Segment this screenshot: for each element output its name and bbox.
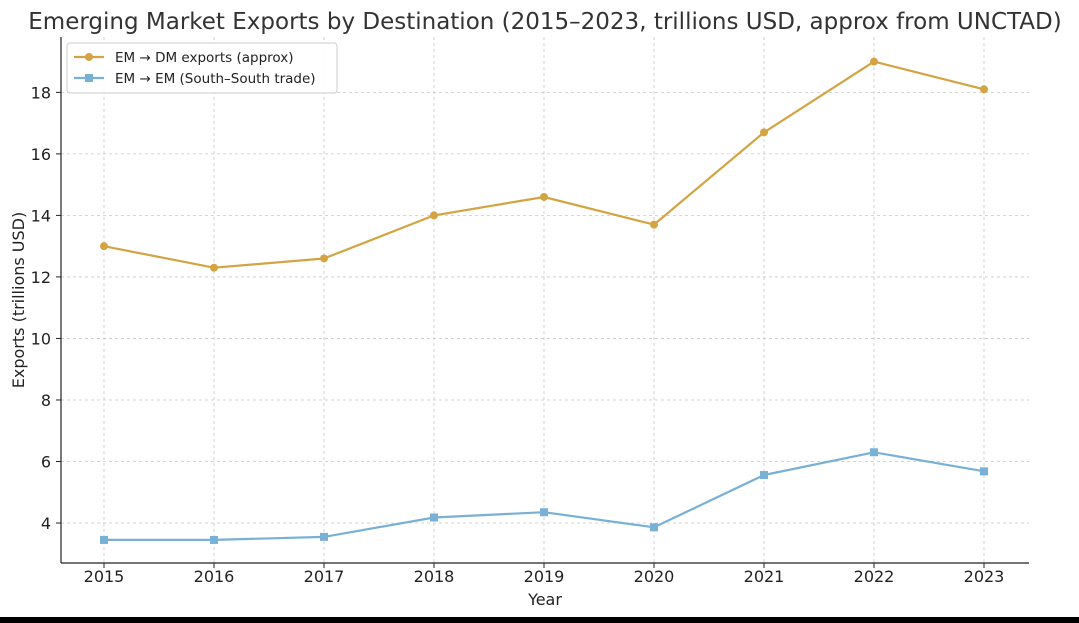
series-0-point — [650, 220, 658, 229]
series-0-point — [430, 211, 438, 220]
series-0-point — [320, 254, 328, 263]
series-1-point — [650, 523, 658, 532]
series-1-point — [980, 467, 988, 476]
bottom-border — [0, 617, 1079, 623]
series-1-point — [100, 535, 108, 544]
series-1-point — [540, 508, 548, 517]
y-tick-label: 8 — [41, 391, 51, 410]
y-axis-ticks: 4 6 8 10 12 14 16 18 — [31, 83, 61, 533]
x-tick-label: 2023 — [964, 567, 1005, 586]
x-axis-label: Year — [527, 590, 562, 609]
x-tick-label: 2017 — [304, 567, 345, 586]
y-tick-label: 12 — [31, 268, 51, 287]
chart-title: Emerging Market Exports by Destination (… — [28, 9, 1061, 35]
y-tick-label: 6 — [41, 452, 51, 471]
series-0-point — [210, 263, 218, 272]
series-0-point — [980, 85, 988, 94]
series-0-point — [870, 57, 878, 66]
x-tick-label: 2015 — [84, 567, 125, 586]
series-0-point — [760, 128, 768, 137]
series-0-point — [540, 192, 548, 201]
series-layer — [100, 57, 988, 544]
series-1-point — [210, 535, 218, 544]
y-axis-label: Exports (trillions USD) — [9, 212, 28, 388]
y-tick-label: 18 — [31, 83, 51, 102]
legend-marker-series-0 — [85, 53, 93, 61]
legend-label-series-0: EM → DM exports (approx) — [115, 50, 294, 66]
series-1-point — [870, 448, 878, 457]
legend-label-series-1: EM → EM (South–South trade) — [115, 71, 316, 87]
legend-box — [66, 42, 338, 94]
legend: EM → DM exports (approx) EM → EM (South–… — [66, 42, 338, 94]
series-0-point — [100, 242, 108, 251]
x-axis-ticks: 2015 2016 2017 2018 2019 2020 2021 2022 2023 — [84, 563, 1005, 586]
y-tick-label: 10 — [31, 329, 51, 348]
x-tick-label: 2022 — [854, 567, 895, 586]
plot-area-frame — [61, 37, 1029, 563]
x-tick-label: 2021 — [744, 567, 785, 586]
x-tick-label: 2016 — [194, 567, 235, 586]
y-tick-label: 14 — [31, 206, 51, 225]
legend-marker-series-1 — [85, 74, 93, 82]
x-tick-label: 2019 — [524, 567, 565, 586]
x-tick-label: 2020 — [634, 567, 675, 586]
series-1-point — [320, 532, 328, 541]
series-1-point — [430, 513, 438, 522]
y-tick-label: 4 — [41, 514, 51, 533]
grid — [61, 37, 1029, 563]
x-tick-label: 2018 — [414, 567, 455, 586]
y-tick-label: 16 — [31, 145, 51, 164]
series-1-point — [760, 471, 768, 480]
